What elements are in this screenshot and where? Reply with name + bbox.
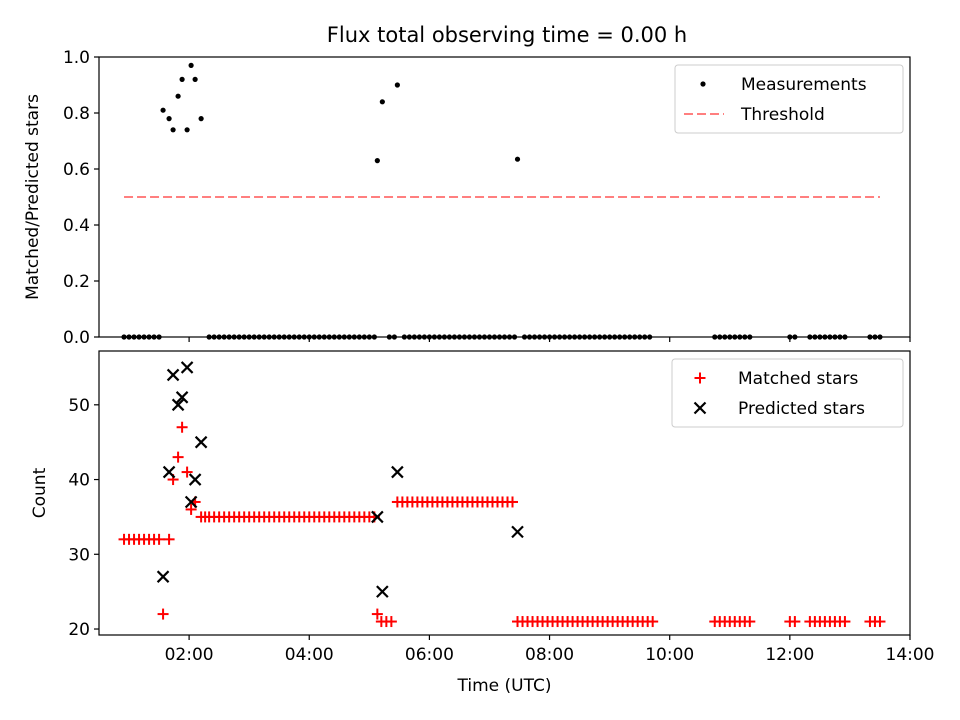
data-point bbox=[514, 156, 521, 162]
legend-label: Measurements bbox=[741, 75, 867, 95]
x-stroke-b bbox=[511, 525, 524, 539]
y-tick-label: 40 bbox=[68, 471, 90, 491]
x-stroke-b bbox=[194, 435, 208, 449]
y-tick-label: 1.0 bbox=[63, 48, 90, 68]
legend-marker-x-b bbox=[693, 401, 707, 415]
data-point-plus bbox=[839, 616, 851, 628]
series-0 bbox=[118, 421, 886, 628]
data-point bbox=[192, 76, 198, 82]
data-point bbox=[184, 127, 190, 133]
data-point-x bbox=[166, 368, 180, 382]
y-tick-label: 0.8 bbox=[63, 104, 90, 124]
data-point-plus bbox=[163, 533, 175, 545]
data-point-plus bbox=[385, 616, 397, 628]
data-point-x bbox=[180, 361, 194, 374]
data-point bbox=[394, 82, 400, 88]
data-point-x bbox=[391, 465, 404, 479]
data-point bbox=[198, 116, 204, 122]
data-point-x bbox=[194, 435, 208, 449]
y-axis-label: Count bbox=[30, 467, 50, 518]
x-stroke-b bbox=[162, 465, 176, 479]
data-point bbox=[170, 127, 176, 133]
x-stroke-b bbox=[171, 398, 185, 412]
legend-box bbox=[674, 64, 904, 134]
data-point-x bbox=[511, 525, 524, 539]
legend: Matched stars Predicted stars bbox=[671, 358, 904, 428]
series-1 bbox=[156, 361, 524, 598]
x-tick-label: 06:00 bbox=[405, 645, 454, 665]
data-point-plus bbox=[874, 616, 886, 628]
data-point-x bbox=[188, 473, 202, 486]
data-point bbox=[374, 158, 380, 164]
x-stroke-b bbox=[371, 510, 384, 524]
data-point-x bbox=[371, 510, 384, 524]
x-tick-label: 08:00 bbox=[525, 645, 574, 665]
data-point-plus bbox=[176, 421, 188, 433]
top-panel-ratio-plot: 0.0 0.2 0.4 0.6 0.8 1.0 Matched/Predicted star… bbox=[23, 48, 911, 348]
y-tick-label: 30 bbox=[68, 545, 90, 565]
data-point-x bbox=[376, 585, 389, 598]
data-point-x bbox=[175, 391, 189, 404]
plot-frame bbox=[98, 350, 911, 636]
data-point-plus bbox=[371, 608, 383, 620]
plot-frame bbox=[98, 56, 911, 338]
data-point-plus bbox=[172, 451, 184, 463]
data-point-plus bbox=[507, 496, 519, 508]
legend-marker-dot bbox=[700, 81, 706, 87]
x-stroke-b bbox=[166, 368, 180, 382]
y-tick-label: 50 bbox=[68, 396, 90, 416]
legend-label: Threshold bbox=[740, 105, 825, 125]
x-stroke-b bbox=[391, 465, 404, 479]
data-point-x bbox=[162, 465, 176, 479]
x-stroke-b bbox=[188, 473, 202, 486]
legend: Measurements Threshold bbox=[674, 64, 904, 134]
data-point-x bbox=[156, 570, 170, 583]
data-point-plus bbox=[157, 608, 169, 620]
x-axis-label: Time (UTC) bbox=[457, 676, 552, 696]
y-tick-label: 0.4 bbox=[63, 216, 90, 236]
data-point-plus bbox=[647, 616, 659, 628]
y-tick-label: 20 bbox=[68, 620, 90, 640]
data-point-plus bbox=[789, 616, 801, 628]
legend-box bbox=[671, 358, 904, 428]
data-point-plus bbox=[153, 533, 165, 545]
x-tick-label: 10:00 bbox=[645, 645, 694, 665]
data-point bbox=[379, 99, 385, 105]
x-stroke-b bbox=[180, 361, 194, 374]
x-stroke-b bbox=[175, 391, 189, 404]
y-tick-label: 0.2 bbox=[63, 272, 90, 292]
y-tick-label: 0.0 bbox=[63, 328, 90, 348]
y-tick-label: 0.6 bbox=[63, 160, 90, 180]
x-tick-label: 12:00 bbox=[765, 645, 814, 665]
data-point-x bbox=[184, 495, 198, 509]
data-point-x bbox=[171, 398, 185, 412]
x-tick-label: 04:00 bbox=[285, 645, 334, 665]
x-stroke-b bbox=[376, 585, 389, 598]
bottom-panel-count-plot: 20 30 40 50 02:00 04:00 06:00 08:00 10:00 12:00 14… bbox=[30, 350, 935, 696]
data-point bbox=[188, 62, 194, 68]
x-stroke-b bbox=[184, 495, 198, 509]
data-point-plus bbox=[181, 466, 193, 478]
data-point-plus bbox=[185, 503, 197, 515]
y-axis-label: Matched/Predicted stars bbox=[23, 94, 43, 300]
data-point bbox=[160, 107, 166, 113]
data-point bbox=[179, 76, 185, 82]
data-point bbox=[175, 93, 181, 99]
data-point-plus bbox=[744, 616, 756, 628]
x-tick-label: 02:00 bbox=[165, 645, 214, 665]
legend-label: Matched stars bbox=[738, 369, 858, 389]
x-stroke-b bbox=[156, 570, 170, 583]
legend-label: Predicted stars bbox=[738, 399, 865, 419]
x-tick-label: 14:00 bbox=[886, 645, 935, 665]
figure-title: Flux total observing time = 0.00 h bbox=[327, 23, 687, 47]
data-point bbox=[166, 116, 172, 122]
